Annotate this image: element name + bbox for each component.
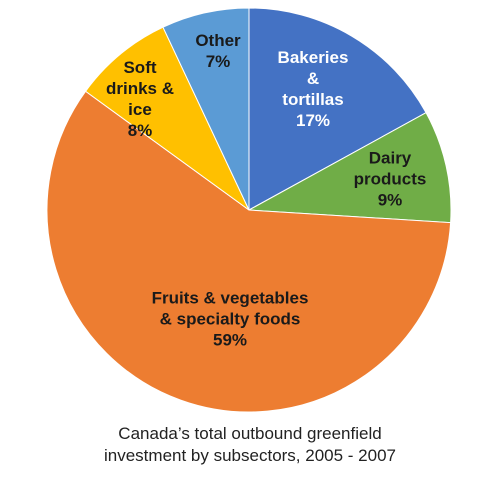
pie-slice-value-1: 9% (378, 190, 403, 209)
pie-slice-label-line-0-0: Bakeries (278, 48, 349, 67)
chart-title: Canada’s total outbound greenfield inves… (0, 423, 500, 467)
pie-slice-label-3: Soft drinks & ice 8% (106, 58, 174, 140)
pie-slice-value-4: 7% (206, 52, 231, 71)
pie-slice-label-line-3-1: drinks & (106, 79, 174, 98)
pie-slice-label-4: Other 7% (195, 31, 241, 71)
pie-slice-label-1: Dairy products 9% (354, 148, 427, 209)
pie-slice-label-0: Bakeries & tortillas 17% (278, 48, 349, 130)
pie-slice-value-3: 8% (128, 121, 153, 140)
pie-slice-value-0: 17% (296, 111, 330, 130)
pie-slice-label-line-1-1: products (354, 169, 427, 188)
pie-chart: Bakeries & tortillas 17% Dairy products 9% Frui… (46, 7, 452, 413)
pie-slices (46, 7, 452, 413)
pie-slice-label-line-1-0: Dairy (369, 148, 412, 167)
pie-labels: Bakeries & tortillas 17% Dairy products 9% Frui… (106, 31, 426, 350)
pie-slice-label-2: Fruits & vegetables & specialty foods 59% (152, 288, 309, 349)
pie-slice-3 (84, 26, 250, 211)
pie-slice-label-line-3-0: Soft (123, 58, 156, 77)
chart-title-line-2: investment by subsectors, 2005 - 2007 (104, 446, 396, 465)
pie-slice-label-line-0-1: & (307, 69, 319, 88)
pie-slice-0 (248, 7, 427, 211)
pie-slice-label-line-2-0: Fruits & vegetables (152, 288, 309, 307)
pie-slice-value-2: 59% (213, 330, 247, 349)
pie-slice-label-line-3-2: ice (128, 100, 152, 119)
pie-slice-label-line-4-0: Other (195, 31, 241, 50)
pie-slice-1 (247, 112, 452, 224)
pie-slice-label-line-0-2: tortillas (282, 90, 343, 109)
pie-slice-4 (162, 7, 250, 211)
pie-slice-label-line-2-1: & specialty foods (160, 309, 301, 328)
chart-title-line-1: Canada’s total outbound greenfield (118, 424, 382, 443)
pie-slice-2 (46, 90, 452, 413)
